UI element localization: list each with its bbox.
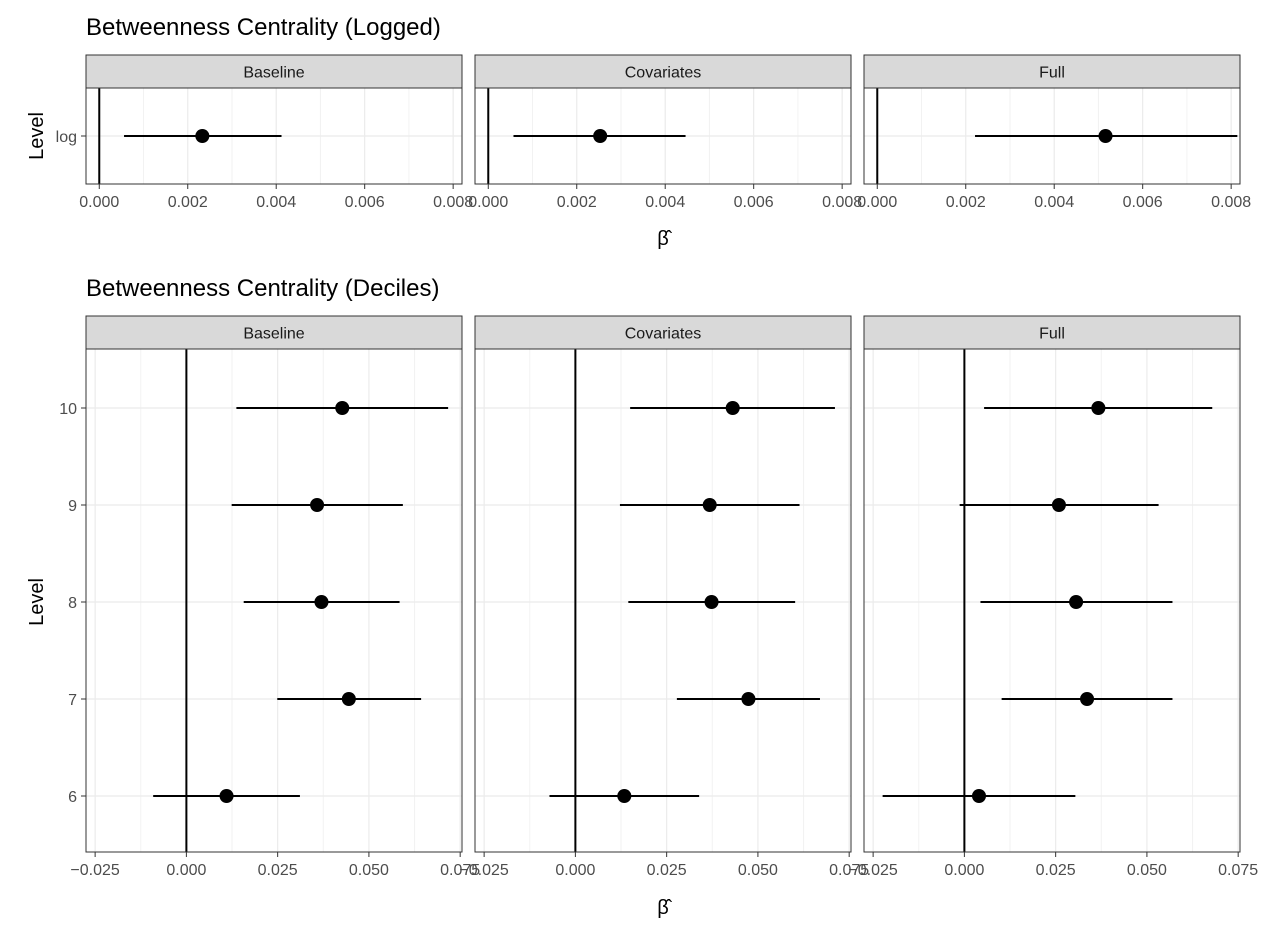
- x-tick-label: 0.004: [645, 194, 685, 211]
- point-estimate: [1098, 129, 1113, 143]
- facet-panel-full: Full −0.025 0.000 0.025 0.050 0.075: [848, 315, 1258, 879]
- point-estimate: [741, 692, 756, 706]
- panel-background: [864, 349, 1240, 852]
- x-tick-label: 0.002: [168, 194, 208, 211]
- x-tick-label: 0.050: [1127, 862, 1167, 879]
- x-tick-label: 0.025: [1036, 862, 1076, 879]
- facet-strip: [85, 315, 463, 350]
- x-tick-label: 0.006: [345, 194, 385, 211]
- point-estimate: [725, 401, 740, 415]
- x-tick-label: 0.008: [433, 194, 473, 211]
- y-tick-label: 9: [68, 498, 77, 515]
- bottom-facet-grid: Baseline −0.025 0.000 0.025 0.050 0.075 6 7 8 9 10…: [59, 315, 1258, 879]
- x-tick-label: 0.002: [557, 194, 597, 211]
- x-tick-label: −0.025: [459, 862, 508, 879]
- point-estimate: [704, 595, 719, 609]
- facet-strip-label: Full: [1039, 326, 1065, 343]
- x-tick-label: 0.075: [829, 862, 869, 879]
- bottom-plot-title: Betweenness Centrality (Deciles): [86, 275, 439, 302]
- top-x-axis-title: β̂: [657, 228, 673, 250]
- panel-background: [86, 349, 462, 852]
- facet-strip: [863, 54, 1241, 89]
- panel-border: [863, 348, 1241, 853]
- facet-strip-label: Baseline: [243, 65, 304, 82]
- x-tick-label: 0.004: [1034, 194, 1074, 211]
- bottom-y-axis-title: Level: [26, 578, 48, 626]
- facet-panel-baseline: Baseline −0.025 0.000 0.025 0.050 0.075 6 7 8 9 10: [59, 315, 480, 879]
- x-tick-label: 0.004: [256, 194, 296, 211]
- point-estimate: [314, 595, 329, 609]
- x-tick-label: 0.000: [468, 194, 508, 211]
- point-estimate: [1080, 692, 1095, 706]
- point-estimate: [702, 498, 717, 512]
- facet-strip: [863, 315, 1241, 350]
- x-tick-label: −0.025: [70, 862, 119, 879]
- x-tick-label: 0.000: [857, 194, 897, 211]
- y-tick-label: 7: [68, 692, 77, 709]
- x-tick-label: 0.008: [822, 194, 862, 211]
- point-estimate: [617, 789, 632, 803]
- top-facet-grid: Baseline 0.000 0.002 0.004 0.006 0.008 log Cova…: [56, 54, 1251, 211]
- facet-panel-full: Full 0.000 0.002 0.004 0.006 0.008: [857, 54, 1251, 211]
- y-tick-label: 10: [59, 401, 77, 418]
- x-tick-label: 0.002: [946, 194, 986, 211]
- point-estimate: [195, 129, 210, 143]
- point-estimate: [219, 789, 234, 803]
- point-estimate: [1051, 498, 1066, 512]
- point-estimate: [335, 401, 350, 415]
- point-estimate: [341, 692, 356, 706]
- facet-strip-label: Baseline: [243, 326, 304, 343]
- x-tick-label: 0.025: [258, 862, 298, 879]
- x-tick-label: 0.000: [944, 862, 984, 879]
- top-y-axis-title: Level: [26, 112, 48, 160]
- facet-strip-label: Covariates: [625, 65, 701, 82]
- x-tick-label: 0.006: [734, 194, 774, 211]
- facet-strip: [85, 54, 463, 89]
- point-estimate: [1069, 595, 1084, 609]
- panel-background: [475, 349, 851, 852]
- y-tick-label: log: [56, 129, 77, 146]
- facet-panel-covariates: Covariates 0.000 0.002 0.004 0.006 0.008: [468, 54, 862, 211]
- x-tick-label: 0.075: [440, 862, 480, 879]
- point-estimate: [1091, 401, 1106, 415]
- facet-panel-baseline: Baseline 0.000 0.002 0.004 0.006 0.008 log: [56, 54, 473, 211]
- panel-border: [85, 348, 463, 853]
- x-tick-label: 0.008: [1211, 194, 1251, 211]
- point-estimate: [593, 129, 608, 143]
- facet-panel-covariates: Covariates −0.025 0.000 0.025 0.050 0.075: [459, 315, 869, 879]
- x-tick-label: 0.025: [647, 862, 687, 879]
- point-estimate: [310, 498, 325, 512]
- facet-strip-label: Full: [1039, 65, 1065, 82]
- y-tick-label: 6: [68, 789, 77, 806]
- facet-strip-label: Covariates: [625, 326, 701, 343]
- panel-border: [474, 348, 852, 853]
- x-tick-label: 0.000: [79, 194, 119, 211]
- x-tick-label: 0.000: [555, 862, 595, 879]
- point-estimate: [971, 789, 986, 803]
- x-tick-label: 0.075: [1218, 862, 1258, 879]
- x-tick-label: 0.050: [349, 862, 389, 879]
- x-tick-label: 0.006: [1123, 194, 1163, 211]
- x-tick-label: −0.025: [848, 862, 897, 879]
- x-tick-label: 0.050: [738, 862, 778, 879]
- panel-border: [474, 87, 852, 185]
- y-tick-label: 8: [68, 595, 77, 612]
- panel-border: [863, 87, 1241, 185]
- facet-strip: [474, 54, 852, 89]
- x-tick-label: 0.000: [166, 862, 206, 879]
- top-plot-title: Betweenness Centrality (Logged): [86, 14, 441, 41]
- bottom-x-axis-title: β̂: [657, 897, 673, 919]
